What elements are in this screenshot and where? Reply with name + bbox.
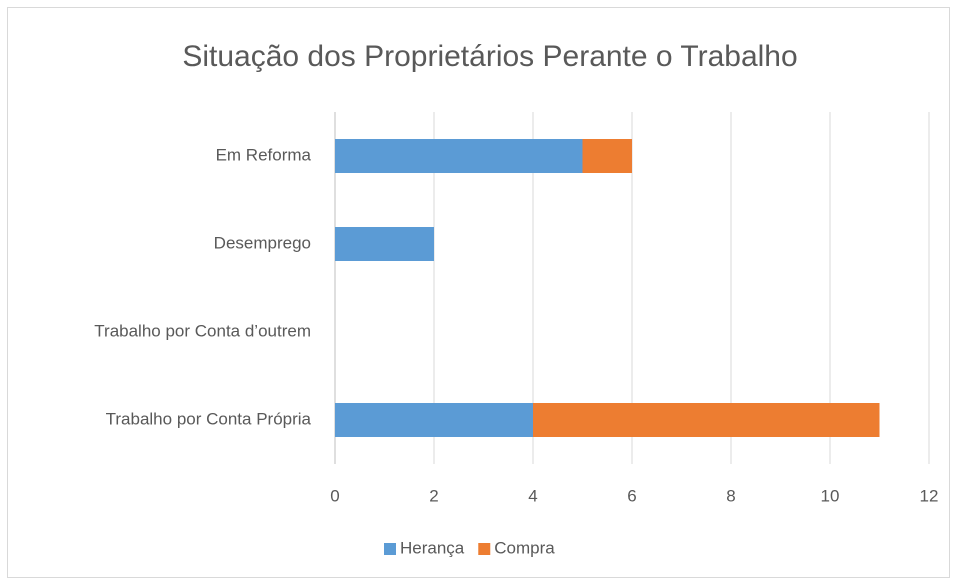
x-tick-label: 4 bbox=[528, 486, 537, 505]
y-tick-label: Trabalho por Conta Própria bbox=[106, 409, 312, 428]
legend-swatch bbox=[478, 543, 491, 555]
bar bbox=[335, 227, 434, 261]
x-tick-label: 0 bbox=[330, 486, 339, 505]
chart-frame bbox=[7, 7, 950, 578]
bar bbox=[533, 403, 880, 437]
legend-label: Compra bbox=[494, 538, 555, 557]
x-tick-label: 8 bbox=[726, 486, 735, 505]
x-tick-label: 6 bbox=[627, 486, 636, 505]
y-tick-label: Em Reforma bbox=[216, 145, 312, 164]
bar bbox=[335, 403, 533, 437]
y-tick-label: Desemprego bbox=[214, 233, 311, 252]
y-tick-label: Trabalho por Conta d’outrem bbox=[94, 321, 311, 340]
x-tick-label: 10 bbox=[821, 486, 840, 505]
x-tick-label: 2 bbox=[429, 486, 438, 505]
bar bbox=[335, 139, 583, 173]
legend-label: Herança bbox=[400, 538, 465, 557]
chart-title: Situação dos Proprietários Perante o Tra… bbox=[182, 40, 797, 73]
bar bbox=[582, 139, 632, 173]
x-tick-label: 12 bbox=[920, 486, 939, 505]
legend-swatch bbox=[384, 543, 396, 555]
